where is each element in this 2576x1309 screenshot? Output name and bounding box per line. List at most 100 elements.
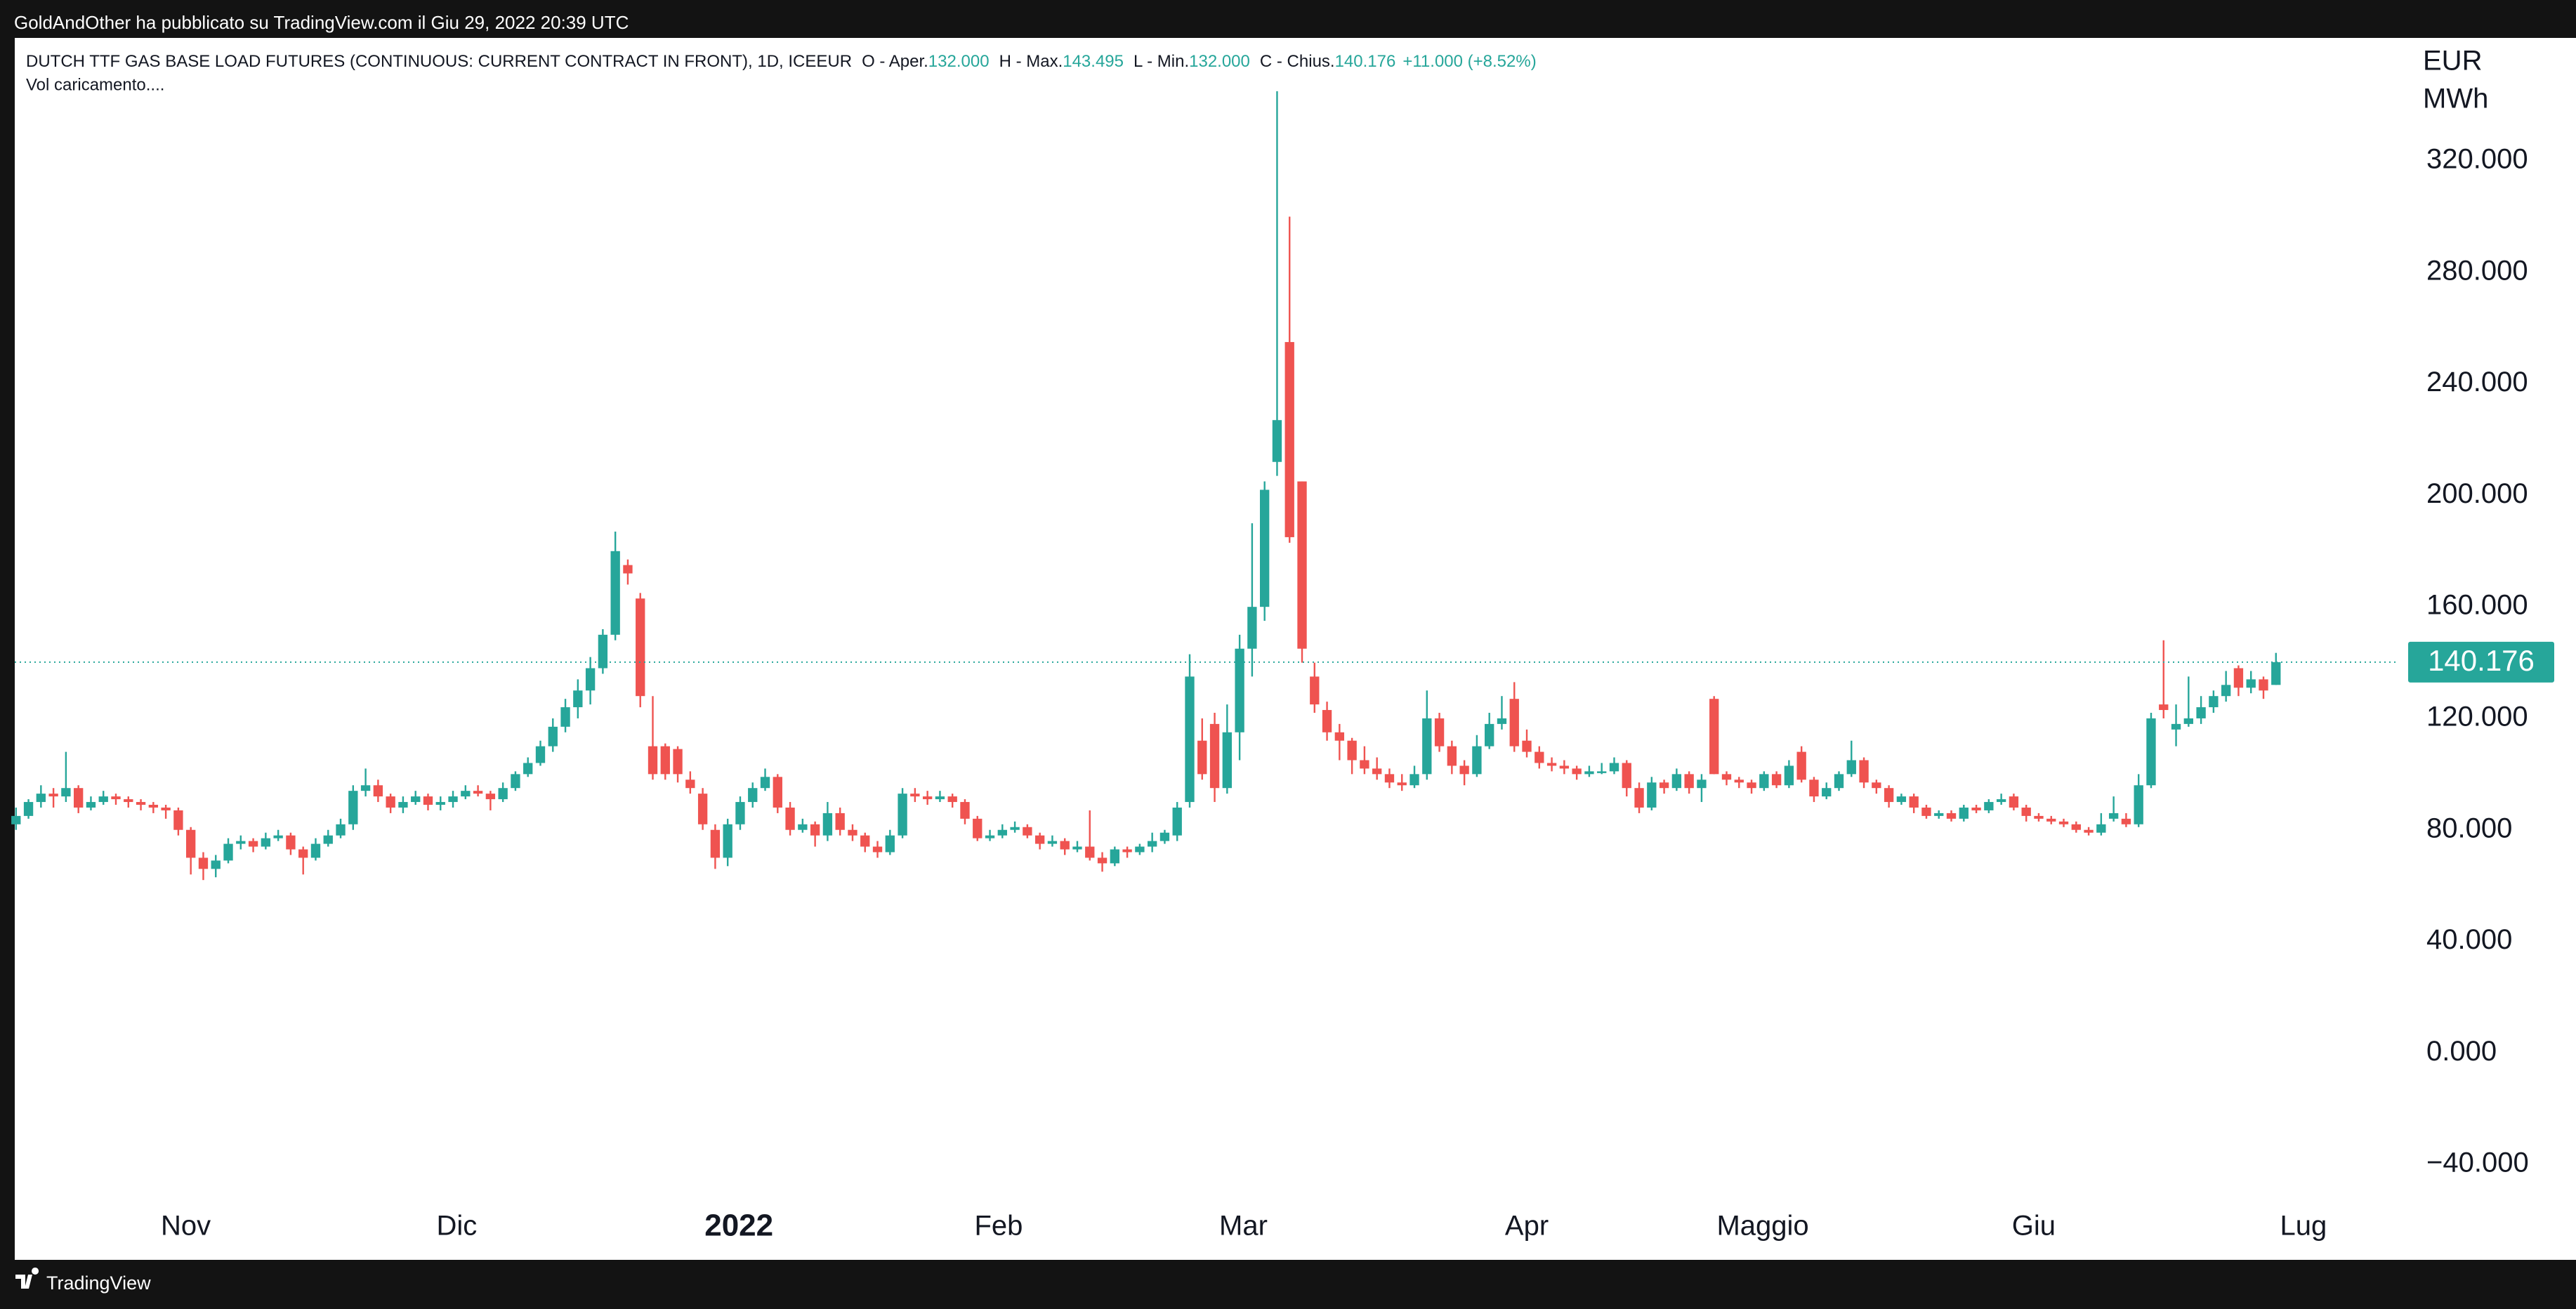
candle-body (1085, 846, 1095, 858)
candle-body (1172, 807, 1182, 836)
y-tick-label: 0.000 (2426, 1036, 2497, 1067)
candle-body (2046, 818, 2056, 822)
candle-body (1846, 760, 1856, 775)
candle-body (2196, 707, 2206, 718)
candle-body (1659, 782, 1669, 789)
candle-body (748, 788, 758, 803)
candle-body (485, 794, 496, 800)
candle-body (2271, 662, 2281, 685)
chart-legend: DUTCH TTF GAS BASE LOAD FUTURES (CONTINU… (26, 52, 1537, 71)
candle-body (1934, 813, 1944, 816)
candle-body (848, 829, 857, 836)
candle-body (398, 802, 408, 808)
candle-body (723, 824, 732, 858)
candle-body (585, 668, 596, 691)
legend-change: +11.000 (+8.52%) (1402, 52, 1536, 71)
candle-body (598, 634, 608, 669)
candle-body (560, 707, 570, 727)
candle-body (124, 799, 133, 803)
candle-body (1110, 849, 1119, 864)
candle-body (473, 791, 483, 794)
candle-body (511, 774, 520, 789)
y-tick-label: 200.000 (2426, 478, 2528, 509)
candle-body (1397, 782, 1407, 786)
candle-body (1684, 774, 1694, 789)
candle-body (872, 846, 883, 853)
candle-body (298, 849, 308, 858)
candle-body (1147, 841, 1157, 847)
candle-body (785, 807, 795, 830)
candle-body (1721, 774, 1732, 780)
candle-body (1522, 740, 1532, 752)
candle-body (1559, 765, 1570, 769)
candle-body (323, 835, 333, 844)
candle-body (648, 746, 658, 775)
candle-body (1409, 774, 1419, 786)
candle-body (1747, 782, 1756, 789)
candle-body (36, 794, 46, 803)
published-note: GoldAndOther ha pubblicato su TradingVie… (14, 12, 629, 33)
candle-body (935, 796, 945, 800)
candle-body (1360, 760, 1369, 769)
candle-body (2159, 704, 2169, 711)
candle-body (2146, 718, 2156, 786)
candle-body (1185, 676, 1195, 803)
candle-body (1060, 841, 1070, 850)
candle-body (2209, 696, 2219, 708)
candle-body (898, 794, 907, 836)
candle-body (1297, 481, 1307, 649)
candle-body (1959, 807, 1969, 819)
last-price-label: 140.176 (2428, 644, 2535, 677)
candle-body (348, 791, 358, 824)
candle-body (997, 829, 1007, 836)
candle-body (773, 777, 782, 808)
candle-body (1434, 718, 1445, 746)
candle-body (1859, 760, 1869, 783)
candle-body (1971, 807, 1981, 810)
candle-body (2259, 679, 2268, 691)
candle-body (1734, 780, 1744, 783)
candle-body (1310, 676, 1320, 705)
candle-body (1047, 841, 1058, 844)
candle-body (1034, 835, 1045, 844)
candle-body (822, 813, 833, 836)
candle-body (1284, 342, 1294, 537)
candle-body (448, 796, 458, 803)
candle-body (697, 794, 708, 824)
candle-body (1222, 732, 1233, 789)
candle-body (1671, 774, 1682, 789)
legend-value: 140.176 (1335, 52, 1396, 71)
y-tick-label: 160.000 (2426, 590, 2528, 621)
candle-body (1984, 802, 1994, 810)
candle-body (1135, 846, 1145, 853)
candle-body (86, 802, 96, 808)
candle-body (1459, 765, 1469, 775)
candle-body (2183, 718, 2193, 724)
candle-body (798, 824, 808, 830)
candle-body (1896, 796, 1907, 803)
candle-body (835, 813, 845, 830)
candle-body (1122, 849, 1132, 853)
candle-body (1235, 648, 1244, 732)
candle-body (735, 802, 745, 824)
y-tick-label: 320.000 (2426, 144, 2528, 175)
x-tick-label: Apr (1505, 1211, 1549, 1242)
legend-value: 132.000 (928, 52, 990, 71)
candle-body (1872, 782, 1881, 789)
candle-body (223, 843, 233, 861)
candle-body (610, 551, 620, 635)
candle-body (198, 857, 209, 869)
candle-body (1909, 796, 1919, 808)
candle-body (148, 805, 159, 808)
legend-value: 132.000 (1189, 52, 1250, 71)
candle-body (636, 598, 645, 697)
chart-title: DUTCH TTF GAS BASE LOAD FUTURES (CONTINU… (26, 52, 852, 71)
candle-body (1784, 765, 1794, 786)
candle-body (2233, 668, 2244, 688)
y-tick-label: 120.000 (2426, 702, 2528, 732)
candle-body (1322, 710, 1332, 732)
candle-body (1334, 732, 1345, 741)
candle-body (498, 788, 508, 800)
candle-body (1485, 723, 1494, 746)
